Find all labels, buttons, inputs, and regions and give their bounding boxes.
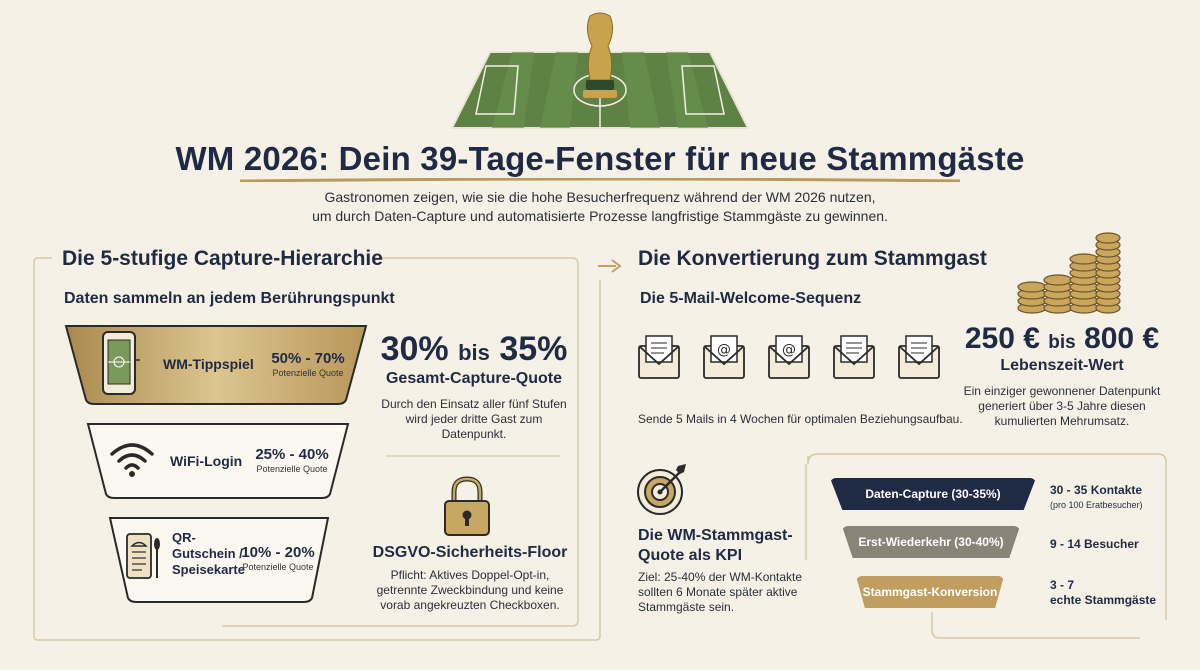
kpi-text: Ziel: 25-40% der WM-Kontakte sollten 6 M… <box>638 570 802 615</box>
mail-sequence-text: Sende 5 Mails in 4 Wochen für optimalen … <box>638 412 963 426</box>
tier-3-label: QR- Gutschein / Speisekarte <box>172 530 245 578</box>
envelope-icon <box>638 335 680 379</box>
wifi-icon <box>110 443 154 477</box>
stadium-trophy-illustration <box>450 12 750 129</box>
tier-1-label: WM-Tippspiel <box>163 356 254 372</box>
lifetime-value: 250 € bis 800 € <box>960 322 1164 356</box>
funnel-stage-2: Erst-Wiederkehr (30-40%) <box>842 526 1020 558</box>
capture-rate-text-line-1: Durch den Einsatz aller fünf Stufen <box>381 397 567 411</box>
mail-sequence-icons: @ @ <box>638 335 940 379</box>
capture-hierarchy-heading: Die 5-stufige Capture-Hierarchie <box>62 247 383 270</box>
capture-rate-text-line-3: Datenpunkt. <box>441 427 507 441</box>
tier-3-percent: 10% - 20% <box>241 544 315 561</box>
target-icon <box>637 464 686 515</box>
capture-rate-label: Gesamt-Capture-Quote <box>385 370 563 387</box>
capture-rate-text: Durch den Einsatz aller fünf Stufen wird… <box>370 397 578 442</box>
lifetime-value-to: 800 € <box>1084 322 1160 355</box>
padlock-icon <box>444 476 490 536</box>
lifetime-value-bis: bis <box>1048 332 1076 353</box>
tier-2-card <box>86 423 350 499</box>
welcome-sequence-heading: Die 5-Mail-Welcome-Sequenz <box>640 290 862 307</box>
svg-text:@: @ <box>782 342 796 358</box>
funnel-stage-2-value: 9 - 14 Besucher <box>1050 537 1139 551</box>
subtitle-line-1: Gastronomen zeigen, wie sie die hohe Bes… <box>324 189 876 205</box>
menu-card-icon <box>126 533 160 579</box>
funnel-stage-3: Stammgast-Konversion <box>856 576 1004 608</box>
page-subtitle: Gastronomen zeigen, wie sie die hohe Bes… <box>0 188 1200 226</box>
envelope-icon: @ <box>768 335 810 379</box>
subtitle-line-2: um durch Daten-Capture und automatisiert… <box>312 208 888 224</box>
envelope-icon: @ <box>703 335 745 379</box>
dsgvo-text-line-1: Pflicht: Aktives Doppel-Opt-in, <box>390 568 550 582</box>
tier-3-sublabel: Potenzielle Quote <box>242 562 314 572</box>
tier-1-card <box>64 325 368 405</box>
capture-hierarchy-subheading: Daten sammeln an jedem Berührungspunkt <box>64 290 395 307</box>
tier-3-label-line-2: Gutschein / <box>172 546 243 561</box>
lifetime-value-text-line-2: generiert über 3-5 Jahre diesen <box>978 399 1146 413</box>
funnel-stage-3-note: echte Stammgäste <box>1050 593 1157 607</box>
coin-stacks-icon <box>1017 232 1121 314</box>
kpi-text-line-2: sollten 6 Monate später aktive <box>638 585 798 599</box>
kpi-title-line-1: Die WM-Stammgast- <box>638 527 793 544</box>
page-title: WM 2026: Dein 39-Tage-Fenster für neue S… <box>175 140 1025 177</box>
dsgvo-title: DSGVO-Sicherheits-Floor <box>372 544 568 561</box>
kpi-text-line-1: Ziel: 25-40% der WM-Kontakte <box>638 570 803 584</box>
funnel-stage-1-count: 30 - 35 Kontakte <box>1050 483 1143 497</box>
title-underline <box>240 178 960 182</box>
kpi-text-line-3: Stammgäste sein. <box>638 600 735 614</box>
tier-3-card <box>108 517 330 603</box>
envelope-icon <box>833 335 875 379</box>
tier-1-percent: 50% - 70% <box>271 350 345 367</box>
tier-2-percent: 25% - 40% <box>255 446 329 463</box>
tier-3-label-line-1: QR- <box>172 530 196 545</box>
dsgvo-text: Pflicht: Aktives Doppel-Opt-in, getrennt… <box>362 568 578 613</box>
tier-2-sublabel: Potenzielle Quote <box>256 464 328 474</box>
capture-rate-to: 35% <box>499 330 568 368</box>
lifetime-value-text-line-1: Ein einziger gewonnener Datenpunkt <box>963 384 1161 398</box>
tier-2-label: WiFi-Login <box>170 453 243 469</box>
dsgvo-text-line-3: vorab angekreuzten Checkboxen. <box>380 598 560 612</box>
funnel-stage-1: Daten-Capture (30-35%) <box>830 478 1036 510</box>
lifetime-value-text-line-3: kumulierten Mehrumsatz. <box>994 414 1130 428</box>
dsgvo-text-line-2: getrennte Zweckbindung und keine <box>376 583 564 597</box>
tier-1-sublabel: Potenzielle Quote <box>272 368 344 378</box>
envelope-icon <box>898 335 940 379</box>
capture-rate-value: 30% bis 35% <box>380 330 568 369</box>
conversion-heading: Die Konvertierung zum Stammgast <box>638 247 987 270</box>
funnel-stage-3-value: 3 - 7 echte Stammgäste <box>1050 578 1156 608</box>
capture-rate-from: 30% <box>380 330 449 368</box>
kpi-title-line-2: Quote als KPI <box>638 547 743 564</box>
funnel-stage-3-count: 3 - 7 <box>1050 578 1075 592</box>
funnel-stage-1-note: (pro 100 Eratbesucher) <box>1050 500 1143 510</box>
lifetime-value-from: 250 € <box>964 322 1040 355</box>
kpi-title: Die WM-Stammgast- Quote als KPI <box>638 526 793 566</box>
capture-rate-text-line-2: wird jeder dritte Gast zum <box>405 412 543 426</box>
lifetime-value-label: Lebenszeit-Wert <box>1000 357 1124 374</box>
funnel-stage-1-value: 30 - 35 Kontakte (pro 100 Eratbesucher) <box>1050 483 1143 513</box>
tier-3-label-line-3: Speisekarte <box>172 562 245 577</box>
capture-rate-bis: bis <box>458 340 490 365</box>
smartphone-pitch-icon <box>102 331 140 395</box>
svg-text:@: @ <box>717 342 731 358</box>
lifetime-value-text: Ein einziger gewonnener Datenpunkt gener… <box>954 384 1170 429</box>
